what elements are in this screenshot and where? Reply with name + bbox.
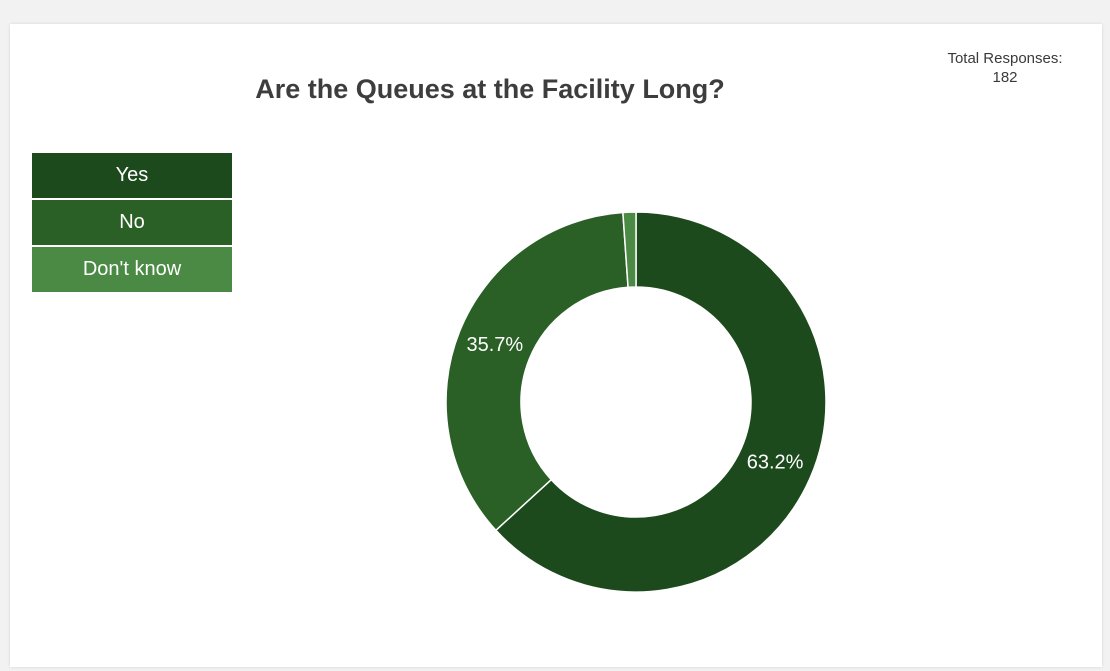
chart-card: Are the Queues at the Facility Long? Tot… bbox=[10, 24, 1102, 667]
legend-label: Don't know bbox=[82, 258, 182, 280]
total-responses: Total Responses: 182 bbox=[920, 49, 1090, 87]
legend-label: Yes bbox=[115, 164, 149, 186]
slice-label: 35.7% bbox=[466, 334, 523, 356]
legend-item-dont-know[interactable]: Don't know bbox=[32, 247, 232, 292]
legend-label: No bbox=[119, 211, 145, 233]
slice-no[interactable] bbox=[445, 211, 629, 532]
slice-yes[interactable] bbox=[494, 211, 827, 593]
total-responses-value: 182 bbox=[992, 69, 1018, 86]
legend-item-no[interactable]: No bbox=[32, 200, 232, 245]
slice-dont-know[interactable] bbox=[622, 211, 637, 289]
slice-label: 63.2% bbox=[747, 452, 804, 474]
donut-chart: 63.2% 35.7% bbox=[445, 211, 827, 593]
legend-item-yes[interactable]: Yes bbox=[32, 153, 232, 198]
legend: Yes No Don't know bbox=[32, 153, 232, 294]
chart-title: Are the Queues at the Facility Long? bbox=[255, 74, 725, 104]
total-responses-label: Total Responses: bbox=[947, 50, 1063, 67]
